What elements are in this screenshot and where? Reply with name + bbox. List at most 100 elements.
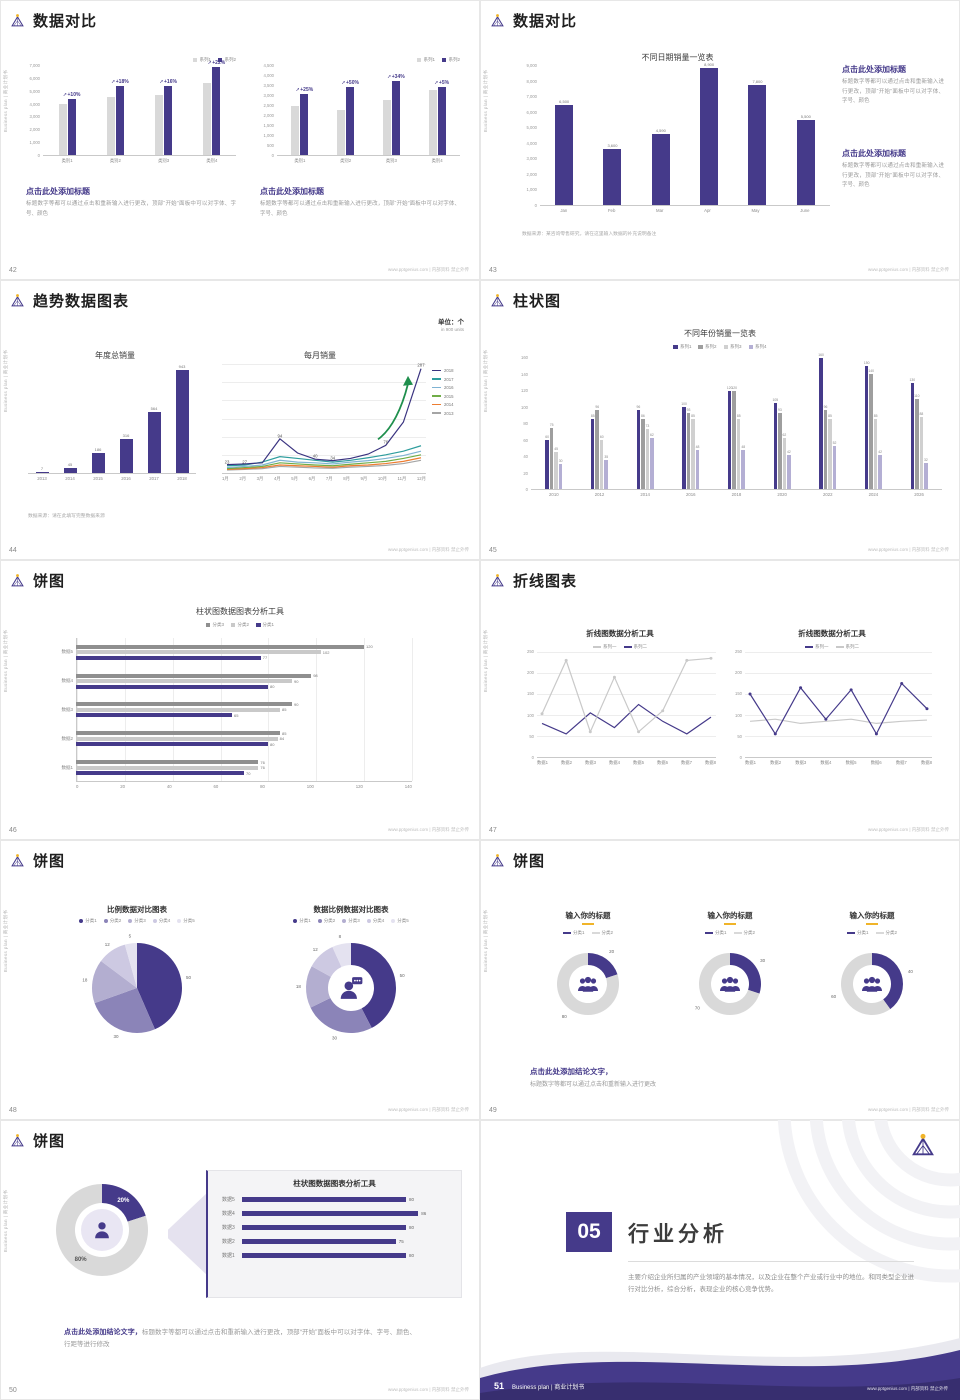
y-axis: 9,000 8,000 7,000 6,000 5,000 4,000 3,000 2,000… [526,63,537,208]
page-number: 47 [489,827,497,834]
donut-chart-svg: 20% 80% [55,1184,148,1276]
bar-value-label: 150 [863,361,870,366]
slide-title: 数据对比 [513,13,578,30]
bar: 7,800 [748,66,767,205]
funnel-connector [168,1192,208,1276]
bar-row: 数据4 98 90 80 [52,673,428,689]
bar-rect [682,407,686,489]
legend-swatch [562,932,571,934]
x-tick-label: 2014 [65,476,75,481]
x-tick-label: 9月 [360,476,368,481]
bar: 42 [787,358,791,489]
bar-line: 84 [76,736,412,741]
bar-value-label: 45 [554,447,558,452]
side-vertical-label: Business plan | 商业计划书 [3,69,8,133]
legend-item: 分类4 [152,918,170,924]
legend-item: 2017 [432,377,454,382]
legend-swatch [230,622,236,628]
pie-slice [841,953,891,1015]
slide-footer: www.pptgenius.com | 内部资料 禁止外传 [868,547,949,552]
x-tick-label: 数据6 [657,760,668,765]
gridline [537,694,716,695]
brand-logo-icon [490,853,505,868]
plot: 6,500 3,600 4,590 8,900 7,800 5,500 [540,62,830,206]
legend-label: 系列2 [448,57,460,62]
panel-bar-row: 数据2 75 [222,1238,447,1245]
slide-footer: www.pptgenius.com | 内部资料 禁止外传 [868,1107,949,1112]
bar-rect [651,134,670,205]
bar-value-label: 564 [150,405,158,411]
bar [203,66,212,155]
pie-slice [332,943,351,968]
bar-rect [732,390,736,489]
bar-rect [782,438,787,489]
bar-rect [910,382,915,489]
x-tick-label: 数据7 [681,760,692,765]
bar: ➚+10% [63,66,80,155]
people-icon [578,976,598,992]
pie-slice [730,953,761,994]
bar-rect [76,655,261,660]
bar-value-label: ➚+25% [295,86,314,93]
slide-46: 饼图 Business plan | 商业计划书 柱状图数据图表分析工具 分类3… [0,560,480,840]
data-point [637,730,641,734]
bar: 5,500 [796,66,815,205]
donut-chart: 50 30 18 12 8 [276,926,426,1057]
x-tick-label: 数据1 [537,760,548,765]
gridline [745,694,932,695]
line-series [226,457,422,470]
plot: ➚+10% ➚+18% ➚+16% ➚+22% [43,60,236,156]
bar-rect [558,464,563,489]
plot-area: 60 75 45 30 85 96 60 35 96 86 73 62 100 93 85 48 120 120 8… [531,353,942,500]
bar: 160 [818,353,824,489]
legend-swatch [366,919,371,923]
x-axis: 数据1 数据2 数据3 数据4 数据5 数据6 数据7 数据8 [745,758,932,768]
bar-value-label: ➚+10% [62,92,81,99]
growth-arrow-icon: ➚ [207,60,212,67]
legend-item: 分类1 [293,918,311,924]
bar-rect [164,85,173,155]
row-label: 数据2 [222,1239,235,1245]
slide-footer-left: 51 Business plan | 商业计划书 [494,1381,584,1391]
bar-group: 130 110 88 32 [910,358,928,489]
bar-value-label: 85 [282,730,287,736]
horizontal-bar-chart: 数据5 120 102 77 数据4 98 90 80 数据3 90 85 65 数据2 85 84 80 数据… [52,638,428,792]
bar-value-label: 35 [604,455,609,460]
row-label: 数据5 [61,649,73,655]
legend-item: 分类5 [177,918,195,924]
x-tick-label: 2018 [177,476,187,481]
bar-rect [382,99,391,155]
chart-title: 不同年份销量一览表 [684,329,756,338]
legend-item: 分类4 [366,918,384,924]
x-tick-label: 4月 [273,476,281,481]
row-bars: 98 90 80 [76,673,428,689]
legend-label: 分类2 [601,930,614,935]
bar-rect [736,419,741,489]
line-chart: 250 200 150 100 50 0 数据1 数据2 数据3 数据4 数据5 数据6 数据7 数据8 [524,649,716,768]
x-tick-label: Jan [560,208,568,213]
chart-legend: 分类1 分类2 分类3 分类4 分类5 [79,918,195,924]
x-tick-label: 2017 [149,476,159,481]
plot [745,652,932,758]
bar-rect [76,673,312,678]
bar-value-label: ➚+22% [207,60,226,67]
legend-label: 分类1 [572,930,585,935]
chart-legend: 分类1 分类2 [846,930,897,936]
slide-49: 饼图 Business plan | 商业计划书 输入你的标题 分类1 分类2 2… [480,840,960,1120]
x-tick-label: 120 [355,784,363,789]
legend-swatch [748,344,754,350]
gridline [537,736,716,737]
chart-title: 柱状图数据图表分析工具 [196,607,284,616]
x-tick-label: 数据5 [845,760,857,765]
x-tick-label: 11月 [397,476,407,481]
bar-value-label: 85 [873,414,878,419]
legend-item: 分类3 [342,918,360,924]
bar-rect [242,1197,406,1202]
legend-item: 分类1 [256,622,274,628]
bar-group: 316 [119,364,133,473]
bar: 4,590 [651,66,670,205]
bar-rect [155,95,164,155]
bar-value-label: 105 [772,398,779,403]
bar-rect [554,452,558,489]
